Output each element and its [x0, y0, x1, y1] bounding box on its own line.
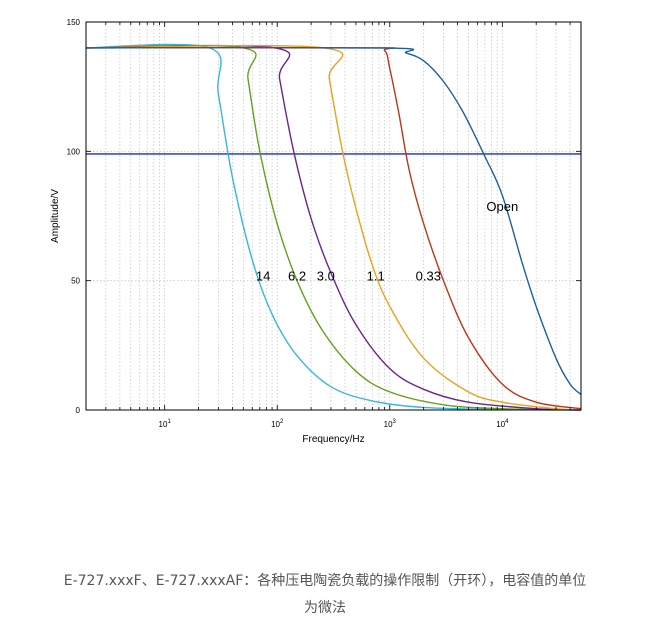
series-label-14: 14	[256, 269, 270, 284]
y-tick-label: 100	[67, 147, 81, 156]
series-line-Open	[85, 46, 582, 396]
series-line-14	[85, 43, 582, 411]
x-tick-label: 101	[159, 419, 172, 429]
chart: 0 50 100 150 101 102 103 104 14 6.2 3.0 1.1 0.33 Ope…	[50, 18, 582, 445]
series-line-6.2	[85, 44, 582, 411]
y-tick-label: 0	[76, 406, 81, 415]
ticks: 0 50 100 150 101 102 103 104	[67, 18, 582, 429]
caption-line-1: E-727.xxxF、E-727.xxxAF：各种压电陶瓷负载的操作限制（开环）…	[63, 573, 587, 589]
chart-svg: 0 50 100 150 101 102 103 104 14 6.2 3.0 1.1 0.33 Ope…	[50, 18, 582, 445]
figure-caption: E-727.xxxF、E-727.xxxAF：各种压电陶瓷负载的操作限制（开环）…	[20, 568, 630, 622]
grid	[85, 22, 582, 410]
plot-frame	[85, 21, 582, 411]
series-label-6.2: 6.2	[288, 269, 306, 284]
series-label-Open: Open	[486, 199, 518, 214]
y-tick-label: 150	[67, 18, 81, 27]
series-label-0.33: 0.33	[416, 269, 441, 284]
y-tick-label: 50	[71, 277, 80, 286]
x-tick-label: 102	[271, 419, 284, 429]
series-layer	[85, 43, 582, 411]
x-tick-label: 104	[496, 419, 509, 429]
series-label-3.0: 3.0	[317, 269, 335, 284]
x-tick-label: 103	[384, 419, 397, 429]
series-line-3.0	[85, 44, 582, 411]
x-axis-label: Frequency/Hz	[302, 434, 364, 445]
series-label-1.1: 1.1	[367, 269, 385, 284]
series-labels: 14 6.2 3.0 1.1 0.33 Open	[256, 199, 518, 284]
series-line-1.1	[85, 44, 582, 411]
y-axis-label: Amplitude/V	[50, 189, 61, 243]
caption-line-2: 为微法	[304, 600, 346, 616]
